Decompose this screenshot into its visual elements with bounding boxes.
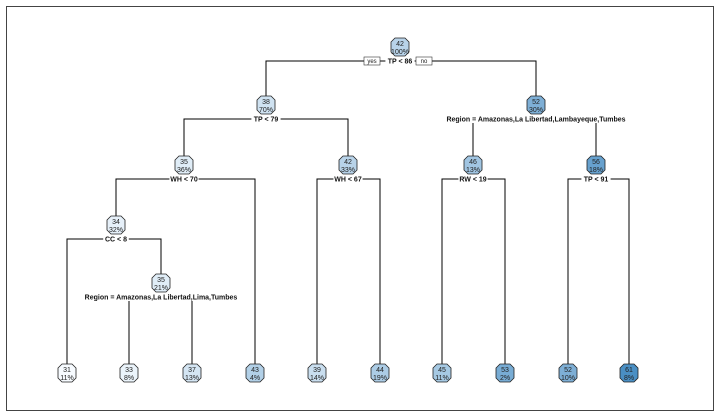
- split-label-bg: [85, 293, 237, 301]
- split-label-bg: [385, 57, 415, 65]
- tree-edge: [265, 60, 537, 96]
- split-label: Region = Amazonas,La Libertad,Lima,Tumbe…: [85, 295, 238, 302]
- leaf-node: [245, 363, 265, 383]
- internal-node: [256, 95, 276, 115]
- internal-node: [390, 37, 410, 57]
- tree-edge: [115, 178, 256, 364]
- split-label: CC < 8: [105, 237, 127, 244]
- leaf-node: [558, 363, 578, 383]
- split-label-bg: [458, 175, 488, 183]
- split-label: TP < 86: [388, 59, 413, 66]
- leaf-node: [370, 363, 390, 383]
- node-value: 56: [592, 159, 600, 166]
- node-value: 35: [180, 159, 188, 166]
- no-label-box: [415, 56, 433, 66]
- node-percent: 8%: [124, 375, 134, 382]
- tree-edge: [66, 238, 162, 364]
- node-value: 34: [112, 219, 120, 226]
- node-percent: 100%: [391, 49, 409, 56]
- tree-edge: [183, 118, 349, 156]
- leaf-node: [119, 363, 139, 383]
- node-value: 38: [262, 99, 270, 106]
- split-label: TP < 91: [584, 177, 609, 184]
- internal-node: [151, 273, 171, 293]
- node-value: 42: [344, 159, 352, 166]
- node-value: 43: [251, 367, 259, 374]
- split-label-bg: [169, 175, 199, 183]
- tree-edge: [441, 178, 506, 364]
- node-percent: 33%: [341, 167, 355, 174]
- node-percent: 30%: [529, 107, 543, 114]
- split-label: RW < 19: [459, 177, 486, 184]
- tree-edge: [567, 178, 630, 364]
- split-label-bg: [449, 115, 623, 123]
- node-value: 42: [396, 41, 404, 48]
- split-label: Region = Amazonas,La Libertad,Lambayeque…: [446, 117, 625, 124]
- node-percent: 14%: [310, 375, 324, 382]
- leaf-node: [495, 363, 515, 383]
- yes-label-box: [363, 56, 381, 66]
- leaf-node: [182, 363, 202, 383]
- node-value: 52: [564, 367, 572, 374]
- node-percent: 11%: [60, 375, 74, 382]
- split-label-bg: [251, 115, 281, 123]
- node-value: 46: [469, 159, 477, 166]
- node-percent: 13%: [185, 375, 199, 382]
- leaf-node: [432, 363, 452, 383]
- node-percent: 19%: [373, 375, 387, 382]
- node-percent: 4%: [250, 375, 260, 382]
- node-value: 53: [501, 367, 509, 374]
- leaf-node: [57, 363, 77, 383]
- node-value: 39: [313, 367, 321, 374]
- leaf-node: [307, 363, 327, 383]
- node-percent: 36%: [177, 167, 191, 174]
- node-percent: 2%: [500, 375, 510, 382]
- node-value: 37: [188, 367, 196, 374]
- leaf-node: [619, 363, 639, 383]
- node-percent: 70%: [259, 107, 273, 114]
- node-value: 52: [532, 99, 540, 106]
- node-value: 35: [157, 277, 165, 284]
- split-label-bg: [581, 175, 611, 183]
- tree-edge: [472, 118, 597, 156]
- node-percent: 13%: [466, 167, 480, 174]
- tree-edge: [128, 296, 193, 364]
- split-label-bg: [103, 235, 129, 243]
- node-value: 45: [438, 367, 446, 374]
- split-label-bg: [333, 175, 363, 183]
- split-label: WH < 70: [170, 177, 198, 184]
- tree-edge: [316, 178, 381, 364]
- split-label: TP < 79: [254, 117, 279, 124]
- node-value: 31: [63, 367, 71, 374]
- internal-node: [586, 155, 606, 175]
- internal-node: [526, 95, 546, 115]
- node-value: 61: [625, 367, 633, 374]
- node-value: 33: [125, 367, 133, 374]
- node-value: 44: [376, 367, 384, 374]
- node-percent: 11%: [435, 375, 449, 382]
- node-percent: 18%: [589, 167, 603, 174]
- internal-node: [106, 215, 126, 235]
- internal-node: [463, 155, 483, 175]
- no-label: no: [421, 59, 428, 65]
- node-percent: 21%: [154, 285, 168, 292]
- node-percent: 10%: [561, 375, 575, 382]
- yes-label: yes: [367, 59, 376, 65]
- plot-frame: [6, 6, 714, 411]
- internal-node: [174, 155, 194, 175]
- node-percent: 8%: [624, 375, 634, 382]
- internal-node: [338, 155, 358, 175]
- split-label: WH < 67: [334, 177, 362, 184]
- node-percent: 32%: [109, 227, 123, 234]
